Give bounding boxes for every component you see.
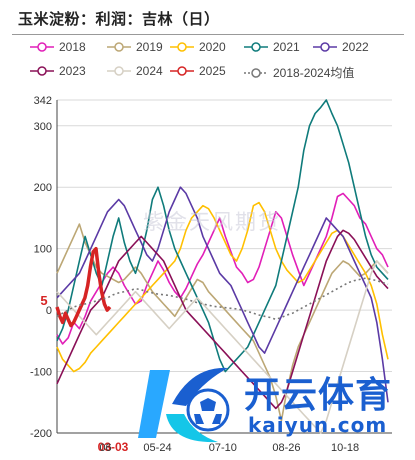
legend-item: 2019 xyxy=(107,40,163,54)
legend-item: 2023 xyxy=(30,64,86,78)
legend-marker-icon xyxy=(30,66,54,76)
y-tick-label: 200 xyxy=(34,182,52,194)
brand-name-en: kaiyun.com xyxy=(248,413,388,437)
legend-label: 2018-2024均值 xyxy=(273,66,355,80)
series-line xyxy=(56,223,389,422)
brand-name-cn: 开云体育 xyxy=(244,375,393,416)
series-group xyxy=(55,99,389,434)
legend-item: 2024 xyxy=(107,64,163,78)
x-tick-label: 08-26 xyxy=(272,442,300,454)
chart-legend: 2018 2019 2020 2021 2022 2023 2024 2025 2018-202… xyxy=(30,40,410,80)
series-line xyxy=(56,99,389,373)
legend-label: 2025 xyxy=(199,64,226,78)
legend-label: 2019 xyxy=(136,40,163,54)
y-tick-label: 300 xyxy=(34,121,52,133)
series-line xyxy=(56,201,389,373)
legend-item: 2025 xyxy=(170,64,226,78)
x-tick-label: 03-03 xyxy=(98,440,129,454)
chart-title: 玉米淀粉：利润：吉林（日） xyxy=(18,10,220,28)
legend-label: 2023 xyxy=(59,64,86,78)
legend-item: 2022 xyxy=(313,40,369,54)
watermark-text: 紫金天风期货 xyxy=(143,210,281,234)
y-tick-label: -200 xyxy=(30,428,52,440)
legend-marker-icon xyxy=(244,67,268,78)
legend-label: 2020 xyxy=(199,40,226,54)
legend-label: 2018 xyxy=(59,40,86,54)
legend-marker-icon xyxy=(107,42,131,52)
legend-marker-icon xyxy=(170,42,194,52)
series-line xyxy=(56,192,389,345)
brand-watermark: 开云体育 kaiyun.com xyxy=(132,358,407,448)
legend-marker-icon xyxy=(170,66,194,76)
series-line xyxy=(55,246,112,328)
legend-label: 2021 xyxy=(273,40,300,54)
legend-marker-icon xyxy=(107,66,131,76)
y-tick-label: -100 xyxy=(30,367,52,379)
x-tick-label: 10-18 xyxy=(331,442,359,454)
legend-marker-icon xyxy=(30,42,54,52)
title-divider xyxy=(12,34,404,35)
legend-item: 2021 xyxy=(244,40,300,54)
y-tick-label: 0 xyxy=(46,305,52,317)
x-tick-label: 06 xyxy=(99,442,111,454)
legend-label: 2024 xyxy=(136,64,163,78)
x-tick-label: 07-10 xyxy=(209,442,237,454)
legend-item: 2018 xyxy=(30,40,86,54)
legend-item: 2018-2024均值 xyxy=(244,64,354,81)
series-line xyxy=(56,186,389,403)
latest-value-label: 5 xyxy=(40,293,47,308)
y-tick-label: 342 xyxy=(34,95,52,107)
series-line xyxy=(56,260,389,434)
legend-marker-icon xyxy=(244,42,268,52)
y-tick-label: 100 xyxy=(34,244,52,256)
legend-marker-icon xyxy=(313,42,337,52)
x-tick-label: 05-24 xyxy=(143,442,171,454)
legend-item: 2020 xyxy=(170,40,226,54)
brand-logo-icon xyxy=(138,367,230,443)
series-line xyxy=(56,229,389,410)
legend-label: 2022 xyxy=(342,40,369,54)
series-line xyxy=(56,277,389,321)
